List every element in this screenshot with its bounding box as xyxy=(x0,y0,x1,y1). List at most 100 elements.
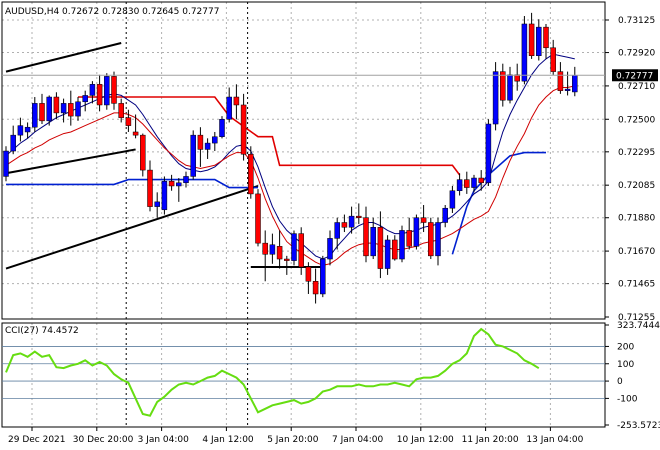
candle-down xyxy=(276,230,283,269)
candle-body xyxy=(284,258,290,261)
current-price-box xyxy=(612,69,658,82)
candle-up xyxy=(399,225,405,263)
candle-body xyxy=(543,26,549,49)
candle-body xyxy=(370,227,376,257)
cci-panel-border xyxy=(1,322,606,428)
candle-body xyxy=(449,190,456,209)
candle-up xyxy=(46,95,52,126)
candle-up xyxy=(60,98,67,123)
candle-down xyxy=(557,62,564,94)
candle-down xyxy=(111,71,117,110)
candle-down xyxy=(125,109,132,132)
candle-down xyxy=(543,23,549,59)
candle-body xyxy=(248,153,254,195)
candle-body xyxy=(104,76,110,106)
candle-body xyxy=(492,71,499,125)
price-tick-label: 0.72500 xyxy=(618,115,655,125)
candle-body xyxy=(442,207,448,223)
price-tick-label: 0.71670 xyxy=(618,247,655,257)
candle-body xyxy=(384,239,391,269)
candle-body xyxy=(528,23,535,56)
x-tick-label: 4 Jan 12:00 xyxy=(202,435,254,445)
ohlc-readout: 0.72672 0.72830 0.72645 0.72777 xyxy=(62,7,219,17)
price-tick-label: 0.71255 xyxy=(618,313,655,323)
candle-down xyxy=(140,133,146,177)
candle-up xyxy=(456,173,463,196)
x-tick-label: 29 Dec 2021 xyxy=(8,435,66,445)
cci-line xyxy=(5,327,540,417)
candle-up xyxy=(212,131,218,152)
candle-down xyxy=(341,214,348,233)
candle-down xyxy=(132,114,139,139)
candle-body xyxy=(428,222,434,257)
candle-body xyxy=(348,215,355,228)
candle-up xyxy=(291,230,297,266)
candle-down xyxy=(248,146,254,199)
trendline xyxy=(5,185,259,270)
candle-down xyxy=(255,189,261,247)
cci-tick-label: 323.7444 xyxy=(617,321,660,331)
candle-body xyxy=(32,103,38,128)
candle-down xyxy=(406,217,412,250)
candle-body xyxy=(298,233,304,268)
candle-down xyxy=(147,160,153,212)
price-axis: 0.73125 0.72920 0.72710 0.72500 0.72295 0.720… xyxy=(2,16,658,323)
candle-up xyxy=(327,230,333,266)
main-panel: 0.73125 0.72920 0.72710 0.72500 0.72295 0.720… xyxy=(1,1,658,323)
cci-title: CCI(27) 74.4572 xyxy=(5,326,79,336)
x-axis: 29 Dec 2021 30 Dec 20:00 3 Jan 04:00 4 Jan … xyxy=(8,427,584,445)
price-tick-label: 0.71465 xyxy=(618,280,655,290)
current-price-label: 0.72777 xyxy=(616,71,653,81)
candle-body xyxy=(168,180,175,187)
candle-up xyxy=(17,117,24,142)
candle-down xyxy=(478,170,484,191)
candle-up xyxy=(492,62,499,131)
candle-body xyxy=(24,126,31,133)
cci-panel: 323.7444 200 100 0 -100 -253.5723 CCI(27) 74.… xyxy=(1,321,660,431)
candle-up xyxy=(32,97,38,132)
candle-body xyxy=(82,95,88,103)
x-tick-label: 7 Jan 04:00 xyxy=(332,435,384,445)
candle-up xyxy=(320,255,326,298)
candle-up xyxy=(370,217,376,260)
candle-body xyxy=(53,96,60,114)
x-tick-label: 13 Jan 04:00 xyxy=(526,435,583,445)
candle-down xyxy=(197,127,204,167)
candle-body xyxy=(89,84,96,96)
candle-body xyxy=(183,176,189,184)
price-tick-label: 0.72085 xyxy=(618,181,655,191)
candle-body xyxy=(521,23,528,82)
candle-down xyxy=(53,92,60,120)
candle-body xyxy=(118,103,124,118)
x-tick-label: 5 Jan 20:00 xyxy=(267,435,319,445)
candle-body xyxy=(572,75,578,93)
candle-up xyxy=(413,214,420,250)
candle-body xyxy=(327,238,333,260)
candle-body xyxy=(471,177,477,188)
candle-body xyxy=(17,125,24,136)
candle-up xyxy=(10,125,16,155)
candle-up xyxy=(183,171,189,188)
candle-up xyxy=(190,130,196,180)
candle-body xyxy=(557,71,564,91)
candle-body xyxy=(226,96,232,120)
candle-up xyxy=(89,81,96,104)
candle-up xyxy=(471,174,477,193)
candle-body xyxy=(377,227,384,269)
candle-down xyxy=(392,235,398,261)
candle-body xyxy=(312,281,319,295)
trendline xyxy=(5,148,136,175)
candle-down xyxy=(68,90,74,126)
candle-body xyxy=(341,222,348,228)
candle-body xyxy=(305,266,312,282)
candle-down xyxy=(550,39,556,75)
candle-body xyxy=(46,96,52,122)
price-tick-label: 0.72295 xyxy=(618,148,655,158)
candle-up xyxy=(75,97,81,121)
candle-up xyxy=(449,185,456,213)
candle-body xyxy=(75,101,81,117)
candle-body xyxy=(392,239,398,260)
candle-up xyxy=(204,138,211,159)
candle-body xyxy=(485,123,492,184)
candle-body xyxy=(197,134,204,150)
